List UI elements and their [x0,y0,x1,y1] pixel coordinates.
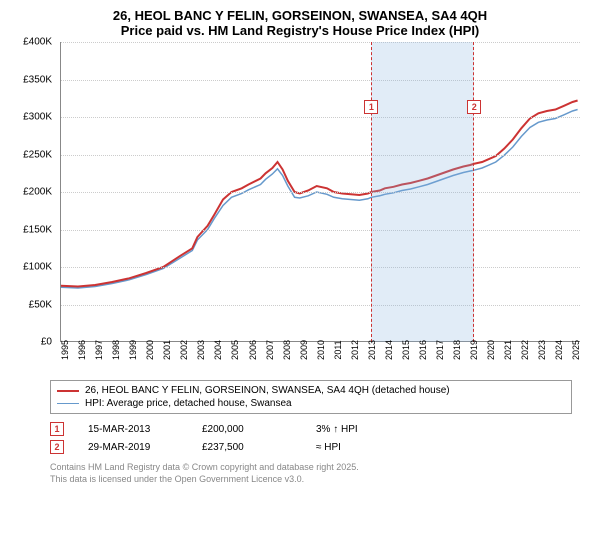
gridline [61,192,580,193]
y-tick-label: £0 [41,337,52,348]
y-axis: £0£50K£100K£150K£200K£250K£300K£350K£400… [10,42,54,342]
sale-row: 1 15-MAR-2013 £200,000 3% ↑ HPI [50,420,572,438]
x-tick-label: 1995 [60,340,70,360]
x-tick-label: 2014 [384,340,394,360]
gridline [61,42,580,43]
x-tick-label: 2019 [469,340,479,360]
footnote-line-2: This data is licensed under the Open Gov… [50,474,572,486]
y-tick-label: £400K [23,37,52,48]
x-tick-label: 2023 [537,340,547,360]
chart-title-block: 26, HEOL BANC Y FELIN, GORSEINON, SWANSE… [0,0,600,42]
x-tick-label: 2013 [367,340,377,360]
gridline [61,80,580,81]
x-tick-label: 2001 [162,340,172,360]
x-tick-label: 2017 [435,340,445,360]
legend-item: HPI: Average price, detached house, Swan… [57,397,565,410]
x-tick-label: 2005 [230,340,240,360]
x-tick-label: 2020 [486,340,496,360]
x-tick-label: 2021 [503,340,513,360]
footnote-line-1: Contains HM Land Registry data © Crown c… [50,462,572,474]
x-tick-label: 2024 [554,340,564,360]
sale-price: £237,500 [202,442,292,453]
x-tick-label: 2016 [418,340,428,360]
sale-date: 29-MAR-2019 [88,442,178,453]
legend-label: HPI: Average price, detached house, Swan… [85,398,292,409]
x-tick-label: 2007 [265,340,275,360]
sales-table: 1 15-MAR-2013 £200,000 3% ↑ HPI 2 29-MAR-2019… [0,420,600,456]
gridline [61,267,580,268]
x-tick-label: 2010 [316,340,326,360]
x-tick-label: 1997 [94,340,104,360]
x-tick-label: 2015 [401,340,411,360]
ownership-shade [371,42,474,342]
x-tick-label: 2018 [452,340,462,360]
gridline [61,117,580,118]
footnote: Contains HM Land Registry data © Crown c… [50,462,572,485]
x-tick-label: 2006 [248,340,258,360]
gridline [61,155,580,156]
sale-row-marker: 2 [50,440,64,454]
x-tick-label: 2025 [571,340,581,360]
title-line-1: 26, HEOL BANC Y FELIN, GORSEINON, SWANSE… [0,8,600,23]
sale-row-marker: 1 [50,422,64,436]
x-tick-label: 2011 [333,340,343,359]
gridline [61,305,580,306]
sale-delta: ≈ HPI [316,442,406,453]
x-axis: 1995 1996 1997 1998 1999 2000 2001 2002 2003 2004… [60,342,580,392]
x-tick-label: 2000 [145,340,155,360]
sale-marker-2: 2 [467,100,481,114]
x-tick-label: 1999 [128,340,138,360]
legend-swatch [57,403,79,405]
x-tick-label: 2003 [196,340,206,360]
x-tick-label: 2002 [179,340,189,360]
x-tick-label: 1996 [77,340,87,360]
y-tick-label: £200K [23,187,52,198]
x-tick-label: 1998 [111,340,121,360]
series-line-1 [61,110,578,289]
y-tick-label: £350K [23,74,52,85]
y-tick-label: £250K [23,149,52,160]
chart-area: £0£50K£100K£150K£200K£250K£300K£350K£400… [10,42,590,372]
gridline [61,230,580,231]
x-tick-label: 2009 [299,340,309,360]
sale-marker-1: 1 [364,100,378,114]
y-tick-label: £50K [29,299,52,310]
x-tick-label: 2012 [350,340,360,360]
sale-price: £200,000 [202,424,292,435]
sale-delta: 3% ↑ HPI [316,424,406,435]
x-tick-label: 2004 [213,340,223,360]
x-tick-label: 2022 [520,340,530,360]
sale-date: 15-MAR-2013 [88,424,178,435]
y-tick-label: £150K [23,224,52,235]
title-line-2: Price paid vs. HM Land Registry's House … [0,23,600,38]
sale-row: 2 29-MAR-2019 £237,500 ≈ HPI [50,438,572,456]
y-tick-label: £100K [23,262,52,273]
x-tick-label: 2008 [282,340,292,360]
plot-region: 12 [60,42,580,342]
y-tick-label: £300K [23,112,52,123]
series-line-0 [61,101,578,287]
